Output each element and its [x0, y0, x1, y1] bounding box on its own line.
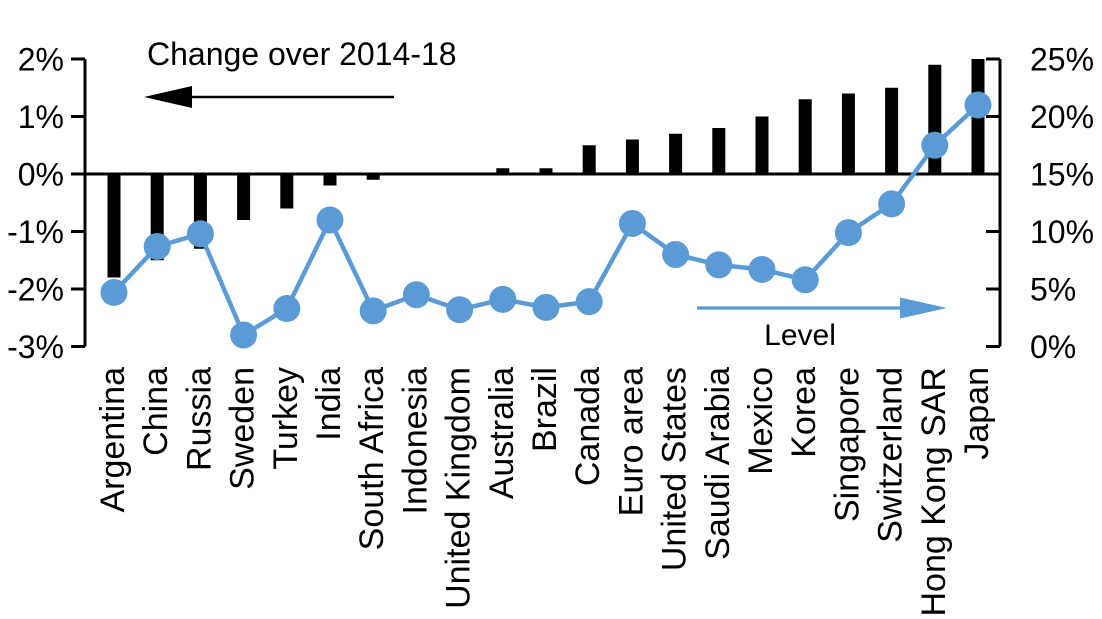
category-label-japan: Japan: [958, 367, 996, 460]
dot-mexico: [748, 255, 776, 283]
category-label-russia: Russia: [180, 367, 218, 471]
dot-india: [316, 206, 344, 234]
dot-turkey: [273, 295, 301, 323]
category-label-switzerland: Switzerland: [872, 367, 910, 543]
left-axis-tick-label: 1%: [18, 99, 64, 135]
dot-china: [143, 232, 171, 260]
category-label-china: China: [137, 367, 175, 456]
change-arrow-left-icon: [144, 86, 192, 108]
dot-russia: [186, 220, 214, 248]
dot-south-africa: [359, 297, 387, 325]
right-axis-tick-label: 20%: [1030, 99, 1094, 135]
bar-turkey: [280, 174, 294, 209]
category-label-mexico: Mexico: [742, 367, 780, 475]
dot-indonesia: [402, 281, 430, 309]
category-label-euro-area: Euro area: [612, 367, 650, 516]
category-label-brazil: Brazil: [526, 367, 564, 452]
bar-sweden: [237, 174, 251, 220]
category-label-south-africa: South Africa: [353, 367, 391, 550]
dot-singapore: [834, 219, 862, 247]
left-axis-tick-label: 2%: [18, 42, 64, 78]
dot-switzerland: [878, 190, 906, 218]
category-label-hong-kong-sar: Hong Kong SAR: [915, 367, 953, 617]
dot-brazil: [532, 293, 560, 321]
line-series-annotation: Level: [764, 319, 836, 352]
dot-sweden: [230, 321, 258, 349]
bar-argentina: [107, 174, 121, 278]
right-axis-tick-label: 25%: [1030, 42, 1094, 78]
bar-canada: [582, 145, 596, 174]
dot-hong-kong-sar: [921, 131, 949, 159]
right-axis-tick-label: 10%: [1030, 214, 1094, 250]
category-label-australia: Australia: [483, 367, 521, 499]
bar-switzerland: [885, 87, 899, 174]
level-arrow-right-icon: [900, 297, 947, 319]
category-label-argentina: Argentina: [94, 367, 132, 513]
dot-euro-area: [618, 209, 646, 237]
right-axis-tick-label: 15%: [1030, 157, 1094, 193]
bar-mexico: [755, 116, 769, 174]
category-label-korea: Korea: [785, 367, 823, 458]
left-axis-tick-label: -2%: [7, 272, 64, 308]
category-label-canada: Canada: [569, 367, 607, 486]
dot-argentina: [100, 278, 128, 306]
dot-saudi-arabia: [705, 251, 733, 279]
category-label-saudi-arabia: Saudi Arabia: [699, 367, 737, 560]
bar-united-states: [669, 133, 683, 174]
dot-united-states: [662, 241, 690, 268]
category-label-singapore: Singapore: [828, 367, 866, 522]
left-axis-tick-label: -1%: [7, 214, 64, 250]
bar-series-annotation: Change over 2014-18: [147, 36, 457, 72]
bar-singapore: [841, 93, 855, 174]
bar-south-africa: [366, 174, 380, 180]
dot-korea: [791, 266, 819, 294]
bar-australia: [496, 168, 510, 174]
dot-canada: [575, 288, 603, 316]
category-label-india: India: [310, 367, 348, 441]
right-axis-tick-label: 5%: [1030, 272, 1076, 308]
category-label-united-states: United States: [656, 367, 694, 571]
bar-korea: [798, 99, 812, 174]
left-axis-tick-label: -3%: [7, 329, 64, 365]
dot-japan: [964, 91, 992, 119]
left-axis-tick-label: 0%: [18, 157, 64, 193]
category-label-turkey: Turkey: [267, 367, 305, 470]
bar-euro-area: [625, 139, 639, 174]
dot-united-kingdom: [446, 296, 474, 324]
category-label-sweden: Sweden: [224, 367, 262, 490]
bar-brazil: [539, 168, 553, 174]
bar-saudi-arabia: [712, 128, 726, 174]
bar-india: [323, 174, 337, 186]
right-axis-tick-label: 0%: [1030, 329, 1076, 365]
category-label-united-kingdom: United Kingdom: [440, 367, 478, 609]
category-label-indonesia: Indonesia: [396, 367, 434, 515]
dot-australia: [489, 285, 517, 313]
